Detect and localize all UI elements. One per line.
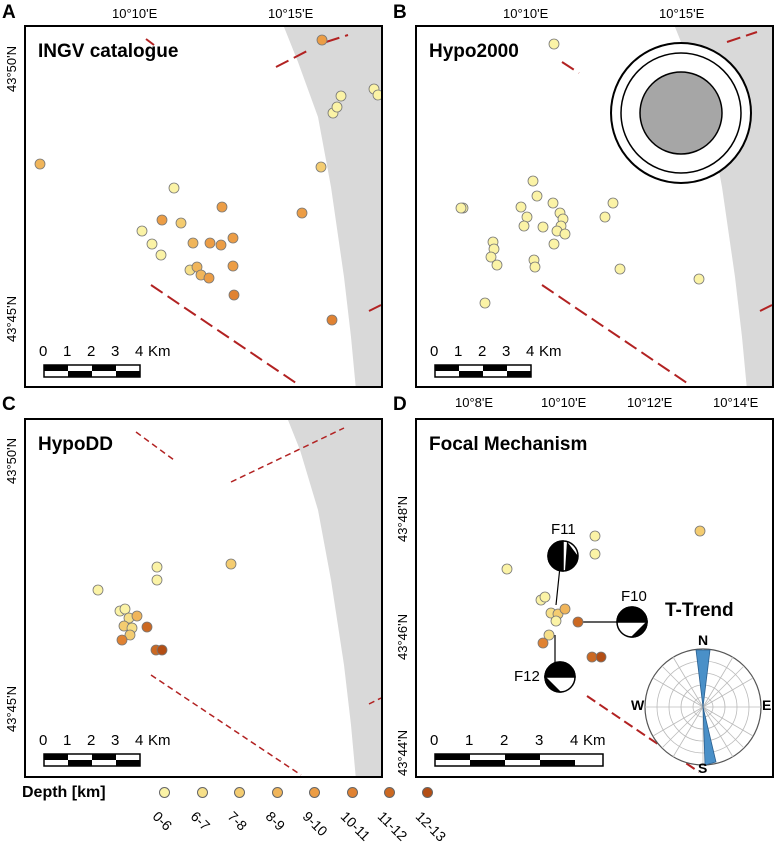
lat-tick-a-2: 43°45'N bbox=[4, 296, 19, 342]
scale-unit-c: Km bbox=[148, 732, 171, 749]
rose-petals bbox=[695, 649, 717, 766]
coastline-land bbox=[284, 27, 381, 386]
legend-label-6-7: 6-7 bbox=[187, 808, 213, 834]
scale-bar-c bbox=[43, 753, 141, 767]
event-label-f12: F12 bbox=[514, 668, 540, 685]
scale-num-a-2: 2 bbox=[87, 343, 96, 360]
scale-unit-b: Km bbox=[539, 343, 562, 360]
legend-label-10-11: 10-11 bbox=[337, 808, 374, 844]
scale-num-b-0: 0 bbox=[430, 343, 439, 360]
rose-dir-e: E bbox=[762, 697, 772, 713]
scale-num-d-3: 3 bbox=[535, 732, 544, 749]
lon-tick-d-4: 10°14'E bbox=[713, 395, 759, 410]
epicenters-d bbox=[501, 525, 706, 663]
epicenters-a bbox=[34, 34, 381, 326]
epicenters-b bbox=[455, 38, 705, 309]
epicenters-c bbox=[92, 558, 237, 656]
panel-c-label: C bbox=[2, 394, 16, 415]
scale-bar-a bbox=[43, 364, 141, 378]
lat-tick-c-2: 43°45'N bbox=[4, 686, 19, 732]
scale-num-b-1: 1 bbox=[454, 343, 463, 360]
rose-dir-n: N bbox=[698, 632, 709, 648]
lon-tick-d-1: 10°8'E bbox=[455, 395, 494, 410]
panel-c-title: HypoDD bbox=[38, 434, 113, 455]
fault-lines bbox=[145, 34, 381, 384]
scale-num-c-3: 3 bbox=[111, 732, 120, 749]
panel-a-map: INGV catalogue 0 1 2 3 4 Km bbox=[24, 25, 383, 388]
lat-tick-a-1: 43°50'N bbox=[4, 46, 19, 92]
legend-label-8-9: 8-9 bbox=[262, 808, 288, 834]
scale-num-d-1: 1 bbox=[465, 732, 474, 749]
panel-b-title: Hypo2000 bbox=[429, 41, 519, 62]
scale-num-c-2: 2 bbox=[87, 732, 96, 749]
event-label-f11: F11 bbox=[551, 521, 576, 538]
panel-b-map: Hypo2000 0 1 2 3 4 Km bbox=[415, 25, 774, 388]
coastline-land bbox=[288, 420, 381, 776]
lat-tick-c-1: 43°50'N bbox=[4, 438, 19, 484]
legend-swatch-0-6 bbox=[159, 787, 170, 798]
panel-a-label: A bbox=[2, 2, 16, 23]
rose-dir-w: W bbox=[631, 697, 645, 713]
legend-label-0-6: 0-6 bbox=[149, 808, 176, 834]
scale-num-a-1: 1 bbox=[63, 343, 72, 360]
scale-num-d-2: 2 bbox=[500, 732, 509, 749]
lon-tick-a-1: 10°10'E bbox=[112, 6, 158, 21]
scale-num-c-4: 4 bbox=[135, 732, 144, 749]
legend-label-11-12: 11-12 bbox=[374, 808, 411, 844]
scale-num-b-4: 4 bbox=[526, 343, 535, 360]
panel-c-map: HypoDD 0 1 2 3 4 Km bbox=[24, 418, 383, 778]
scale-num-c-0: 0 bbox=[39, 732, 48, 749]
map-b bbox=[434, 27, 772, 386]
panel-d-title: Focal Mechanism bbox=[429, 434, 588, 455]
legend-label-7-8: 7-8 bbox=[224, 808, 251, 834]
scale-unit-a: Km bbox=[148, 343, 171, 360]
scale-num-d-0: 0 bbox=[430, 732, 439, 749]
event-label-f10: F10 bbox=[621, 588, 647, 605]
legend-swatch-6-7 bbox=[196, 787, 208, 798]
lon-tick-a-2: 10°15'E bbox=[268, 6, 314, 21]
panel-d-label: D bbox=[393, 394, 407, 415]
scale-unit-d: Km bbox=[583, 732, 606, 749]
panel-b-label: B bbox=[393, 2, 407, 23]
rose-title: T-Trend bbox=[665, 600, 734, 621]
scale-bar-b bbox=[434, 364, 532, 378]
lon-tick-b-2: 10°15'E bbox=[659, 6, 705, 21]
map-c bbox=[43, 420, 381, 776]
scale-num-d-4: 4 bbox=[570, 732, 579, 749]
scale-num-a-4: 4 bbox=[135, 343, 144, 360]
scale-num-a-3: 3 bbox=[111, 343, 120, 360]
beachball-f12 bbox=[544, 661, 576, 693]
legend-swatch-10-11 bbox=[346, 787, 358, 798]
fault-lines bbox=[135, 427, 381, 776]
beachball-f11 bbox=[547, 540, 579, 572]
lon-tick-d-2: 10°10'E bbox=[541, 395, 587, 410]
legend-swatch-7-8 bbox=[234, 787, 245, 798]
depth-inset-circles bbox=[610, 42, 752, 184]
legend-swatch-11-12 bbox=[384, 787, 395, 798]
legend-swatch-8-9 bbox=[271, 787, 283, 798]
legend-swatch-12-13 bbox=[421, 787, 433, 798]
lat-tick-d-2: 43°46'N bbox=[395, 614, 410, 660]
panel-a-title: INGV catalogue bbox=[38, 41, 179, 62]
panel-d-map: Focal Mechanism F11 F10 F12 T-Trend N S … bbox=[415, 418, 774, 778]
scale-num-b-2: 2 bbox=[478, 343, 487, 360]
legend-label-12-13: 12-13 bbox=[412, 808, 449, 845]
beachball-f10 bbox=[616, 606, 648, 638]
legend-swatch-9-10 bbox=[309, 787, 320, 798]
scale-num-a-0: 0 bbox=[39, 343, 48, 360]
rose-dir-s: S bbox=[698, 760, 708, 776]
lat-tick-d-3: 43°44'N bbox=[395, 730, 410, 776]
scale-bar-d bbox=[434, 753, 604, 767]
lon-tick-b-1: 10°10'E bbox=[503, 6, 549, 21]
map-a bbox=[34, 27, 381, 386]
legend-title: Depth [km] bbox=[22, 784, 106, 801]
map-d bbox=[434, 525, 762, 773]
lat-tick-d-1: 43°48'N bbox=[395, 496, 410, 542]
legend-label-9-10: 9-10 bbox=[299, 808, 331, 840]
lon-tick-d-3: 10°12'E bbox=[627, 395, 673, 410]
scale-num-c-1: 1 bbox=[63, 732, 72, 749]
scale-num-b-3: 3 bbox=[502, 343, 511, 360]
